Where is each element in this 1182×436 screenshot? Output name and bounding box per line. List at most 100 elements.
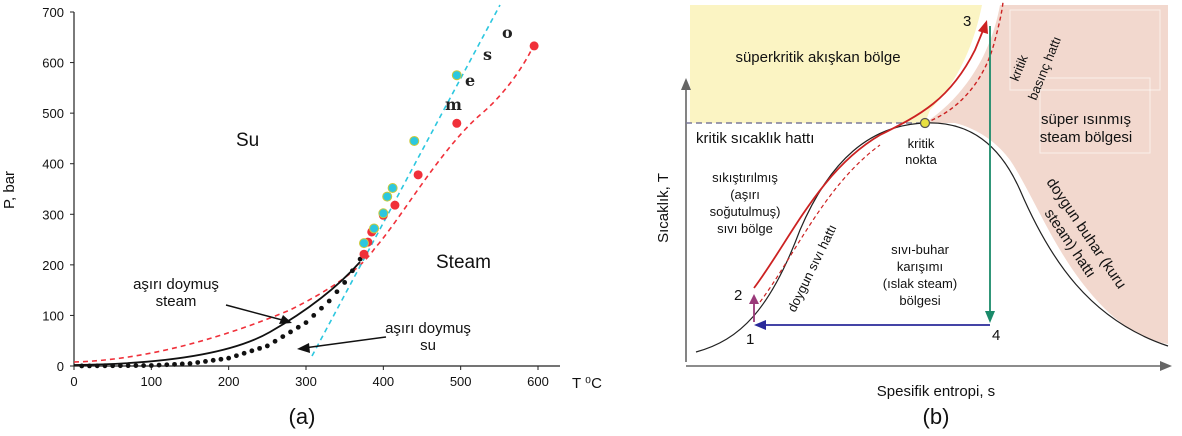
state-4-label: 4 xyxy=(992,327,1000,344)
saturation-point xyxy=(94,363,100,369)
annot-arrowhead-1 xyxy=(279,315,292,324)
saturation-point xyxy=(87,363,92,369)
annot-arrowhead-2 xyxy=(297,343,310,353)
mixture-label-2: karışımı xyxy=(897,259,943,274)
saturation-point xyxy=(133,363,139,368)
y-tick-label: 100 xyxy=(42,308,64,323)
b-x-label: Spesifik entropi, s xyxy=(877,383,995,400)
x-axis-label: T ⁰C xyxy=(572,375,602,392)
saturation-point xyxy=(156,362,162,368)
b-y-label: Sıcaklık, T xyxy=(655,173,672,243)
cyan-point xyxy=(387,182,398,193)
saturation-point xyxy=(110,363,116,369)
caption-a: (a) xyxy=(289,404,316,429)
saturation-point xyxy=(125,363,131,369)
steam-letter-e: e xyxy=(465,71,475,90)
superheated-label-2: steam bölgesi xyxy=(1040,129,1133,146)
saturation-point xyxy=(303,320,309,326)
annot-subcooled-1: aşırı doymuş xyxy=(385,320,471,337)
saturation-point xyxy=(295,324,301,330)
red-points xyxy=(359,41,539,259)
saturation-point xyxy=(334,289,340,295)
state-2-label: 2 xyxy=(734,287,742,304)
annot-arrow-1 xyxy=(225,304,287,322)
cycle-purple-arrowhead xyxy=(749,294,759,304)
saturation-point xyxy=(210,357,216,363)
saturation-point xyxy=(280,334,286,339)
annot-superheated-2: steam xyxy=(156,293,197,310)
saturation-point xyxy=(141,363,147,368)
cyan-points xyxy=(359,70,462,249)
y-tick-label: 300 xyxy=(42,207,64,222)
saturation-point xyxy=(164,362,170,368)
mixture-label-4: bölgesi xyxy=(899,293,940,308)
y-tick-label: 200 xyxy=(42,258,64,273)
saturation-point xyxy=(172,361,177,367)
panel-b: Sıcaklık, T Spesifik entropi, s süperkri… xyxy=(655,1,1172,429)
compressed-label-2: (aşırı xyxy=(730,187,760,202)
b-x-arrow xyxy=(1160,361,1172,371)
cycle-red-arrowhead xyxy=(978,20,988,34)
saturation-points xyxy=(79,256,363,369)
cyan-point xyxy=(382,191,393,202)
saturation-point xyxy=(319,305,324,311)
y-tick-label: 400 xyxy=(42,157,64,172)
red-point xyxy=(452,118,462,128)
x-tick-label: 400 xyxy=(372,374,394,389)
saturation-point xyxy=(249,348,255,354)
cyan-point xyxy=(359,238,369,249)
compressed-label-1: sıkıştırılmış xyxy=(712,170,778,185)
annot-superheated-1: aşırı doymuş xyxy=(133,276,219,293)
annot-subcooled-2: su xyxy=(420,337,436,354)
saturation-point xyxy=(79,363,85,369)
saturation-point xyxy=(234,353,239,359)
saturation-point xyxy=(118,363,123,369)
cyan-dashed-line xyxy=(311,4,501,357)
x-tick-label: 100 xyxy=(140,374,162,389)
y-axis-ticks: 0 100 200 300 400 500 600 700 xyxy=(42,5,74,374)
saturation-point xyxy=(326,298,332,304)
mixture-label-1: sıvı-buhar xyxy=(891,242,949,257)
y-tick-label: 700 xyxy=(42,5,64,20)
critical-point-marker xyxy=(919,117,931,129)
red-point xyxy=(390,200,400,210)
critical-temp-label: kritik sıcaklık hattı xyxy=(696,130,814,147)
cyan-point xyxy=(409,135,420,146)
y-axis-label: P, bar xyxy=(1,171,18,209)
compressed-label-3: soğutulmuş) xyxy=(710,204,781,219)
saturation-point xyxy=(187,361,193,366)
saturation-point xyxy=(203,359,208,364)
cycle-red-line xyxy=(753,27,985,289)
critical-point-label-2: nokta xyxy=(905,152,938,167)
x-axis-ticks: 0 100 200 300 400 500 600 xyxy=(70,366,549,389)
state-1-label: 1 xyxy=(746,331,754,348)
cyan-point xyxy=(378,208,389,219)
saturation-point xyxy=(218,356,224,362)
red-dashed-curve xyxy=(73,41,536,363)
saturation-point xyxy=(288,329,293,335)
superheated-label-1: süper ısınmış xyxy=(1041,111,1131,128)
saturation-point xyxy=(102,363,108,369)
saturation-point xyxy=(148,363,154,368)
saturation-point xyxy=(342,280,348,285)
saturation-point xyxy=(357,256,363,262)
mixture-label-3: (ıslak steam) xyxy=(883,276,957,291)
state-3-label: 3 xyxy=(963,13,971,30)
saturation-point xyxy=(226,355,232,361)
x-tick-label: 0 xyxy=(70,374,77,389)
saturation-point xyxy=(311,313,317,318)
supercritical-region xyxy=(690,5,982,123)
saturation-point xyxy=(350,268,355,274)
saturation-point xyxy=(257,345,262,351)
x-tick-label: 600 xyxy=(527,374,549,389)
critical-pressure-line xyxy=(924,1,1004,124)
y-tick-label: 500 xyxy=(42,106,64,121)
caption-b: (b) xyxy=(923,404,950,429)
annot-arrow-2 xyxy=(303,336,387,349)
saturation-curve xyxy=(73,261,361,366)
steam-letter-s: s xyxy=(483,45,492,64)
steam-letter-o: o xyxy=(502,23,513,42)
saturation-point xyxy=(272,338,278,344)
saturation-point xyxy=(179,361,185,367)
red-point xyxy=(359,249,369,259)
